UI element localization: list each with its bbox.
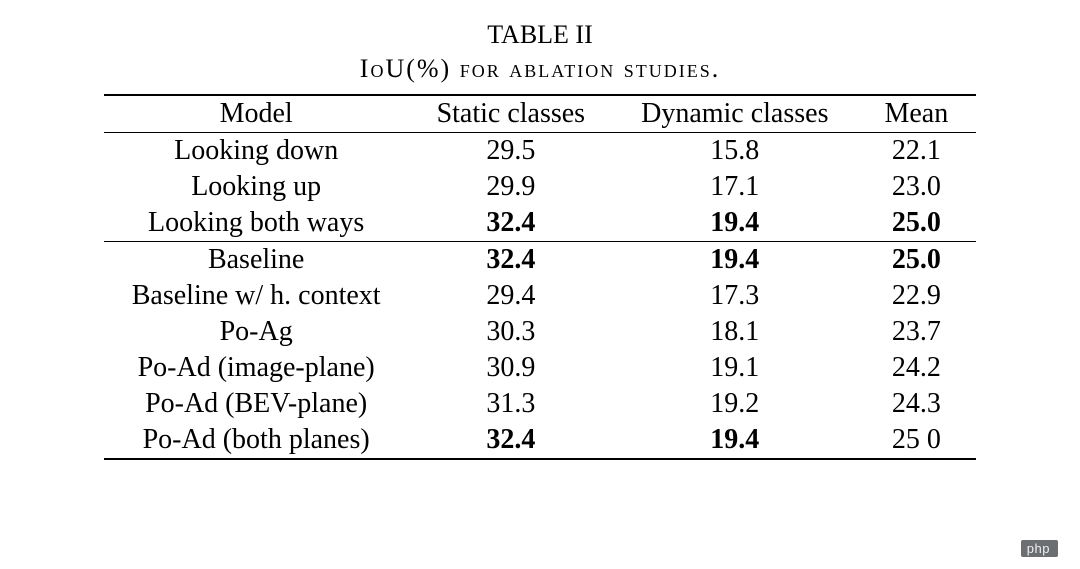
cell-model: Po-Ad (BEV-plane) <box>104 386 409 422</box>
col-header-dynamic: Dynamic classes <box>613 95 856 133</box>
cell-dynamic: 19.1 <box>613 350 856 386</box>
cell-static: 32.4 <box>409 242 614 279</box>
cell-model: Baseline w/ h. context <box>104 278 409 314</box>
col-header-static: Static classes <box>409 95 614 133</box>
cell-mean: 25.0 <box>856 205 976 242</box>
caption-unit: oU(%) <box>370 54 451 83</box>
cell-static: 31.3 <box>409 386 614 422</box>
cell-dynamic: 19.4 <box>613 242 856 279</box>
cell-mean: 22.9 <box>856 278 976 314</box>
cell-static: 29.4 <box>409 278 614 314</box>
table-row: Po-Ad (both planes)32.419.425 0 <box>104 422 977 459</box>
table-row: Looking up29.917.123.0 <box>104 169 977 205</box>
cell-mean: 25.0 <box>856 242 976 279</box>
table-body: Looking down29.515.822.1Looking up29.917… <box>104 133 977 460</box>
cell-dynamic: 15.8 <box>613 133 856 170</box>
cell-static: 30.9 <box>409 350 614 386</box>
cell-dynamic: 19.4 <box>613 205 856 242</box>
cell-dynamic: 19.2 <box>613 386 856 422</box>
cell-static: 29.5 <box>409 133 614 170</box>
cell-model: Baseline <box>104 242 409 279</box>
cell-model: Po-Ag <box>104 314 409 350</box>
table-row: Baseline w/ h. context29.417.322.9 <box>104 278 977 314</box>
ablation-table: Model Static classes Dynamic classes Mea… <box>104 94 977 460</box>
cell-model: Looking up <box>104 169 409 205</box>
cell-dynamic: 17.1 <box>613 169 856 205</box>
table-row: Looking down29.515.822.1 <box>104 133 977 170</box>
watermark-badge: php <box>1021 540 1058 557</box>
table-row: Po-Ad (image-plane)30.919.124.2 <box>104 350 977 386</box>
table-row: Looking both ways32.419.425.0 <box>104 205 977 242</box>
cell-static: 29.9 <box>409 169 614 205</box>
cell-dynamic: 19.4 <box>613 422 856 459</box>
cell-model: Looking down <box>104 133 409 170</box>
cell-static: 32.4 <box>409 205 614 242</box>
cell-mean: 24.3 <box>856 386 976 422</box>
cell-dynamic: 18.1 <box>613 314 856 350</box>
cell-model: Po-Ad (image-plane) <box>104 350 409 386</box>
caption-rest: for ablation studies. <box>451 54 720 83</box>
cell-model: Po-Ad (both planes) <box>104 422 409 459</box>
cell-dynamic: 17.3 <box>613 278 856 314</box>
cell-model: Looking both ways <box>104 205 409 242</box>
cell-mean: 23.0 <box>856 169 976 205</box>
cell-mean: 22.1 <box>856 133 976 170</box>
table-row: Po-Ag30.318.123.7 <box>104 314 977 350</box>
cell-mean: 23.7 <box>856 314 976 350</box>
cell-mean: 25 0 <box>856 422 976 459</box>
cell-mean: 24.2 <box>856 350 976 386</box>
table-caption: IoU(%) for ablation studies. <box>40 54 1040 84</box>
col-header-mean: Mean <box>856 95 976 133</box>
table-label: TABLE II <box>40 20 1040 50</box>
cell-static: 30.3 <box>409 314 614 350</box>
table-row: Baseline32.419.425.0 <box>104 242 977 279</box>
table-row: Po-Ad (BEV-plane)31.319.224.3 <box>104 386 977 422</box>
caption-prefix: I <box>360 54 371 83</box>
col-header-model: Model <box>104 95 409 133</box>
table-header-row: Model Static classes Dynamic classes Mea… <box>104 95 977 133</box>
cell-static: 32.4 <box>409 422 614 459</box>
